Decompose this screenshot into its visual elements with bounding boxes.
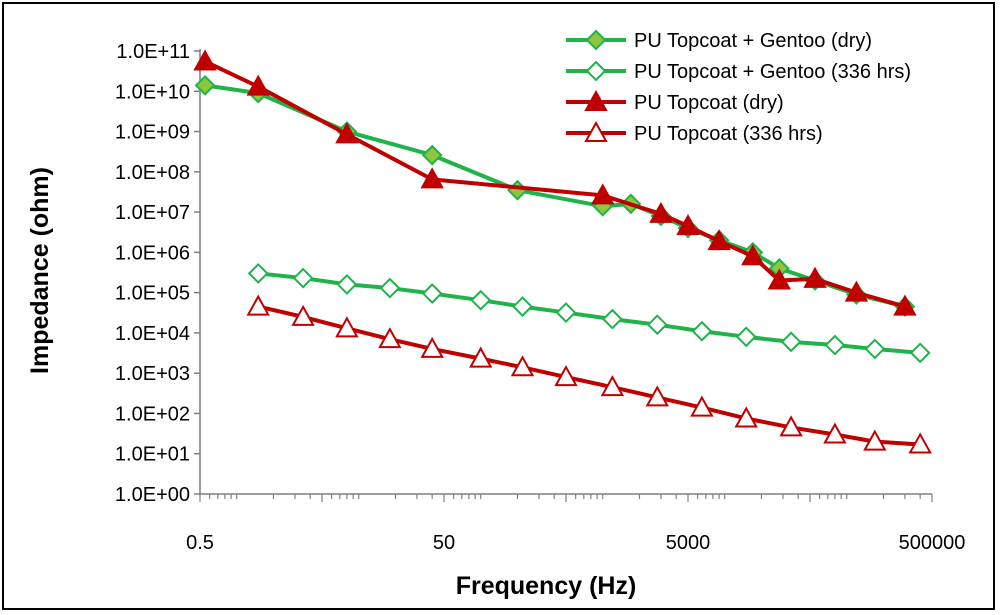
data-point-s4	[690, 395, 714, 417]
data-point-s4	[600, 375, 625, 397]
y-tick-label: 1.0E+04	[115, 323, 190, 345]
data-point-s4	[779, 415, 803, 437]
data-point-s2	[336, 274, 358, 295]
data-point-s3	[893, 294, 917, 316]
data-point-s4	[510, 355, 535, 377]
data-point-s4	[554, 365, 578, 387]
y-tick-label: 1.0E+03	[115, 363, 190, 385]
x-tick-label: 0.5	[186, 532, 214, 554]
legend-label-2: PU Topcoat + Gentoo (336 hrs)	[634, 61, 911, 83]
data-point-s2	[780, 331, 802, 353]
data-point-s3	[193, 49, 217, 71]
data-point-s4	[734, 406, 758, 428]
data-point-s1	[421, 144, 443, 166]
data-point-s2	[512, 296, 533, 318]
y-axis-title: Impedance (ohm)	[26, 167, 54, 374]
series-line-4	[257, 304, 921, 447]
data-point-s2	[735, 326, 757, 348]
y-tick-label: 1.0E+02	[115, 403, 190, 425]
data-point-s3	[707, 229, 731, 251]
legend-marker-1	[585, 29, 607, 51]
y-tick-label: 1.0E+09	[115, 122, 190, 144]
impedance-chart: 1.0E+00 1.0E+01 1.0E+02 1.0E+03 1.0E+04 1.0E+…	[26, 29, 966, 600]
data-point-s2	[421, 283, 443, 304]
data-point-s4	[863, 429, 887, 451]
series-line-3	[204, 59, 906, 309]
legend-label-3: PU Topcoat (dry)	[634, 92, 784, 114]
data-point-s2	[864, 338, 886, 360]
data-point-s4	[378, 327, 402, 349]
data-point-s4	[645, 385, 669, 407]
x-axis-title: Frequency (Hz)	[456, 572, 637, 600]
data-point-s3	[767, 268, 791, 290]
legend-marker-3	[584, 89, 608, 111]
data-point-s3	[803, 266, 827, 288]
data-point-s4	[823, 422, 847, 444]
data-point-s4	[291, 304, 315, 326]
data-point-s2	[824, 334, 846, 356]
data-point-s3	[246, 74, 270, 96]
data-point-s3	[591, 183, 615, 205]
y-tick-label: 1.0E+05	[115, 283, 190, 305]
legend-label-1: PU Topcoat + Gentoo (dry)	[634, 30, 872, 52]
data-point-s1	[194, 74, 216, 96]
data-point-s3	[420, 167, 444, 189]
y-tick-label: 1.0E+00	[115, 484, 190, 506]
y-tick-label: 1.0E+11	[116, 41, 190, 63]
data-point-s1	[507, 179, 528, 201]
y-tick-label: 1.0E+07	[115, 202, 190, 224]
data-point-s3	[741, 244, 765, 266]
data-point-s2	[470, 289, 492, 311]
data-point-s2	[691, 320, 713, 342]
data-point-s3	[676, 213, 700, 236]
data-point-s4	[335, 316, 359, 338]
x-tick-label: 5000	[666, 532, 711, 554]
data-point-s2	[601, 308, 623, 330]
data-point-s2	[555, 302, 577, 323]
series-line-1	[204, 83, 906, 309]
y-tick-label: 1.0E+01	[115, 444, 190, 466]
data-point-s3	[649, 201, 673, 223]
data-point-s2	[379, 277, 401, 299]
legend-marker-2	[585, 60, 607, 82]
data-point-s4	[469, 346, 493, 368]
data-point-s2	[909, 342, 931, 364]
data-point-s2	[646, 314, 668, 336]
data-point-s2	[292, 267, 314, 289]
legend-label-4: PU Topcoat (336 hrs)	[634, 123, 823, 145]
data-point-s4	[246, 294, 270, 316]
data-point-s2	[247, 263, 269, 284]
x-tick-label: 500000	[899, 532, 966, 554]
data-point-s3	[844, 280, 869, 302]
data-point-s4	[908, 432, 932, 454]
y-tick-label: 1.0E+06	[115, 242, 190, 264]
data-point-s4	[420, 336, 444, 358]
series-line-2	[258, 271, 921, 355]
y-tick-label: 1.0E+10	[115, 81, 190, 103]
y-tick-label: 1.0E+08	[115, 162, 190, 184]
data-point-s3	[335, 122, 359, 144]
x-tick-label: 50	[433, 532, 455, 554]
legend-marker-4	[584, 120, 608, 142]
